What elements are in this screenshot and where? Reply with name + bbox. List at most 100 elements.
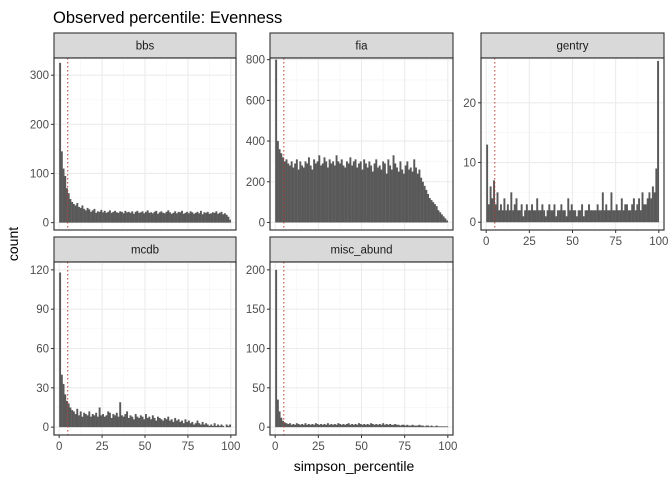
histogram-bar [297,423,300,428]
histogram-bar [120,415,123,428]
histogram-bar [143,213,146,223]
histogram-bar [421,425,424,428]
histogram-bar [428,198,431,223]
histogram-bar [112,414,115,428]
histogram-bar [358,163,360,223]
histogram-bar [158,417,161,428]
histogram-bar [345,423,348,428]
histogram-bar [165,211,168,223]
histogram-bar [415,167,417,223]
x-tick-label: 75 [182,441,195,453]
histogram-bar [361,169,364,223]
histogram-bar [366,167,369,223]
histogram-bar [282,420,285,428]
histogram-bar [645,204,647,223]
histogram-bar [387,159,390,223]
histogram-bar [555,216,558,223]
histogram-bar [138,212,141,223]
histogram-bar [62,168,65,223]
histogram-bar [131,211,134,223]
facet-strip-label: bbs [136,41,155,53]
histogram-bar [598,210,601,223]
histogram-bar [124,210,127,223]
histogram-bar [510,192,513,223]
histogram-bar [165,419,168,428]
histogram-bar [330,423,333,428]
histogram-bar [627,210,630,223]
histogram-bar [321,163,324,223]
histogram-bar [157,213,159,223]
histogram-bar [227,425,230,428]
histogram-bar [198,213,201,223]
histogram-bar [345,161,348,223]
y-tick-label: 200 [30,119,49,131]
histogram-bar [175,213,178,223]
histogram-bar [285,159,288,223]
histogram-bar [446,426,449,428]
histogram-bar [607,210,609,223]
histogram-bar [225,214,228,223]
histogram-bar [434,426,436,428]
histogram-bar [617,210,620,223]
x-tick-label: 75 [398,441,411,453]
histogram-bar [342,423,345,428]
histogram-bar [406,424,409,428]
histogram-bar [574,210,577,223]
histogram-bar [203,212,206,223]
histogram-bar [404,425,407,428]
histogram-bar [169,212,171,223]
histogram-bar [330,163,333,223]
histogram-bar [636,204,639,223]
histogram-bar [222,425,225,428]
histogram-bar [189,211,192,223]
histogram-bar [366,423,369,428]
histogram-bar [326,167,329,223]
histogram-bar [399,161,402,223]
histogram-bar [594,210,597,223]
histogram-bar [148,416,151,428]
histogram-bar [629,210,632,223]
histogram-bar [565,216,568,223]
histogram-bar [421,181,424,223]
histogram-bar [418,424,421,428]
histogram-bar [537,210,540,223]
histogram-bar [325,161,328,223]
histogram-bar [114,415,117,428]
histogram-bar [377,167,379,223]
histogram-bar [416,425,419,428]
histogram-bar [215,425,218,428]
histogram-bar [177,211,180,223]
histogram-bar [278,149,281,223]
facet-panel-mcdb: mcdb 0 30 60 90 120 0 25 50 75 100 [30,236,240,453]
histogram-bar [375,159,378,223]
histogram-bar [174,417,177,428]
histogram-bar [199,424,202,428]
histogram-bar [163,213,166,223]
histogram-bar [127,211,130,223]
histogram-bar [174,211,177,223]
y-tick-label: 30 [36,383,49,395]
histogram-bar [634,210,637,223]
histogram-bar [194,423,197,428]
histogram-bar [591,210,594,223]
histogram-bar [364,424,367,428]
histogram-bar [415,425,417,428]
histogram-bar [321,424,324,428]
histogram-bar [126,212,129,223]
histogram-bar [596,204,599,223]
histogram-bar [229,424,232,428]
histogram-bar [408,425,411,428]
histogram-bar [88,411,91,428]
histogram-bar [373,163,376,223]
histogram-bar [603,210,606,223]
histogram-bar [368,161,371,223]
histogram-bar [84,414,87,428]
histogram-bar [105,415,108,428]
histogram-bar [413,159,416,223]
histogram-bar [74,414,77,428]
histogram-bar [162,212,165,223]
panel-border [269,57,454,231]
histogram-bar [525,204,528,223]
histogram-bar [276,141,279,223]
histogram-bar [328,424,331,428]
